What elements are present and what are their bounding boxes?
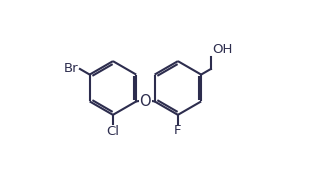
Text: OH: OH — [212, 43, 232, 56]
Text: F: F — [174, 124, 182, 137]
Text: Cl: Cl — [106, 125, 119, 138]
Text: Br: Br — [64, 62, 78, 76]
Text: O: O — [140, 94, 151, 109]
